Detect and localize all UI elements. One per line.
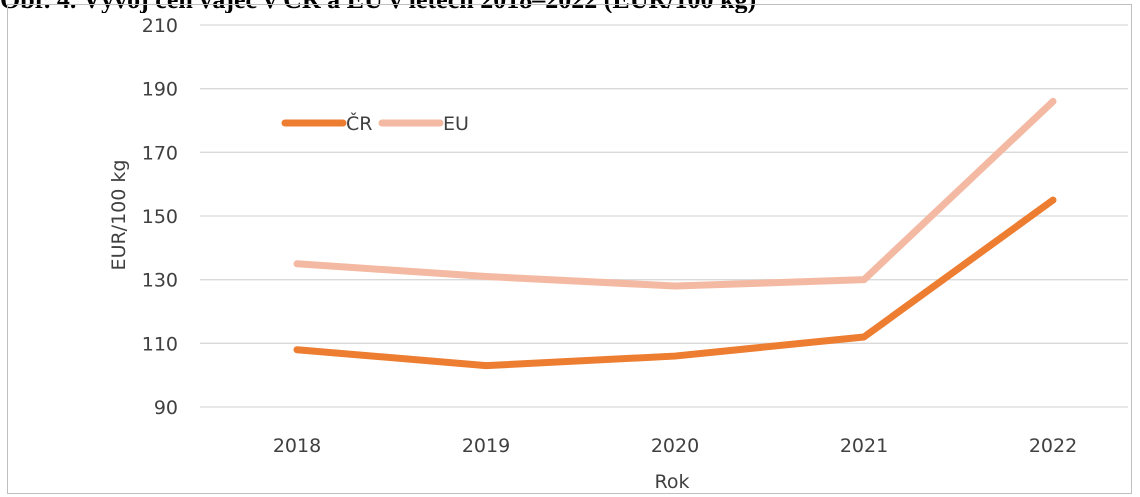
y-tick-label: 190 — [142, 79, 178, 101]
x-tick-label: 2021 — [840, 435, 888, 457]
y-tick-label: 110 — [142, 333, 178, 355]
y-tick-label: 170 — [142, 142, 178, 164]
series-lines — [297, 101, 1053, 365]
series-line-eu — [297, 101, 1053, 286]
y-tick-label: 90 — [154, 397, 178, 419]
x-tick-label: 2022 — [1029, 435, 1077, 457]
x-tick-label: 2020 — [651, 435, 699, 457]
legend: ČR EU — [285, 111, 469, 135]
x-axis-title: Rok — [655, 471, 690, 493]
y-tick-label: 150 — [142, 206, 178, 228]
y-tick-label: 130 — [142, 270, 178, 292]
y-axis-title: EUR/100 kg — [108, 160, 130, 271]
x-tick-label: 2018 — [273, 435, 321, 457]
gridlines — [200, 25, 1128, 407]
legend-label-cr: ČR — [346, 111, 372, 135]
y-axis-ticks: 90 110 130 150 170 190 210 — [142, 15, 178, 419]
legend-label-eu: EU — [443, 113, 469, 135]
x-tick-label: 2019 — [462, 435, 510, 457]
x-axis-ticks: 2018 2019 2020 2021 2022 — [273, 435, 1077, 457]
y-tick-label: 210 — [142, 15, 178, 37]
